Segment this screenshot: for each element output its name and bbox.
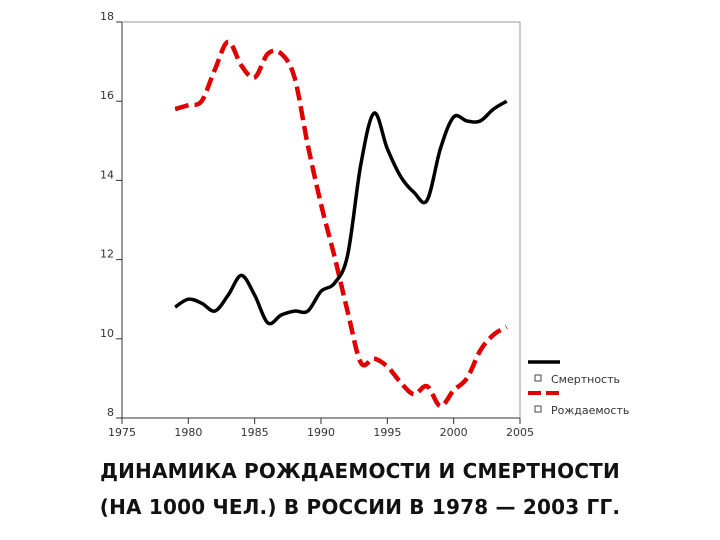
chart-axes: 8 10 12 14 16 18 1975 1980 1985 1990 1995 2000 2005 — [100, 10, 534, 439]
x-tick-label: 2000 — [440, 426, 468, 439]
series-line-mortality — [174, 99, 508, 326]
y-tick-label: 16 — [100, 89, 114, 102]
x-tick-label: 2005 — [506, 426, 534, 439]
legend-marker — [534, 374, 542, 382]
caption-line-2: (НА 1000 ЧЕЛ.) В РОССИИ В 1978 — 2003 ГГ… — [99, 495, 621, 519]
series-line-birth-rate — [174, 39, 508, 409]
x-tick-label: 1980 — [174, 426, 202, 439]
y-tick-label: 12 — [100, 248, 114, 261]
x-tick-label: 1985 — [241, 426, 269, 439]
legend-label-mortality: Смертность — [551, 373, 620, 386]
y-tick-label: 18 — [100, 10, 114, 23]
legend-label-birth-rate: Рождаемость — [551, 404, 629, 417]
x-tick-label: 1995 — [373, 426, 401, 439]
chart-series — [174, 39, 508, 409]
caption-line-1: ДИНАМИКА РОЖДАЕМОСТИ И СМЕРТНОСТИ — [100, 459, 620, 483]
y-tick-label: 14 — [100, 168, 114, 181]
x-tick-label: 1990 — [307, 426, 335, 439]
chart-legend: Смертность Рождаемость — [528, 360, 629, 417]
x-tick-label: 1975 — [108, 426, 136, 439]
y-tick-label: 10 — [100, 327, 114, 340]
legend-marker — [534, 405, 542, 413]
y-tick-label: 8 — [107, 406, 114, 419]
